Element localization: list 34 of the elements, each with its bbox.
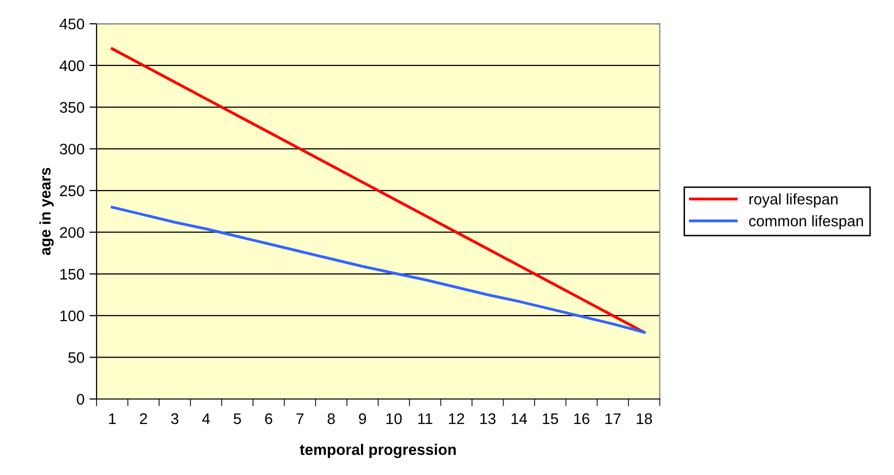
- x-tick-label: 17: [606, 413, 621, 424]
- x-tick-label: 3: [171, 413, 178, 424]
- x-tick-label: 9: [358, 413, 366, 424]
- x-tick-label: 13: [480, 413, 496, 424]
- x-tick-label: 8: [328, 413, 335, 424]
- x-tick-label: 18: [636, 413, 652, 424]
- x-tick-label: 12: [449, 413, 464, 424]
- x-tick-label: 15: [542, 413, 558, 424]
- x-tick-label: 6: [265, 413, 272, 424]
- y-tick-label: 0: [76, 394, 84, 405]
- y-tick-label: 300: [60, 144, 84, 155]
- y-tick-label: 100: [60, 310, 84, 322]
- x-tick-label: 1: [109, 413, 116, 424]
- legend-label: common lifespan: [749, 215, 863, 230]
- x-axis-title: temporal progression: [300, 444, 456, 458]
- x-tick-label: 5: [234, 413, 241, 424]
- line-series: [110, 47, 646, 334]
- line-series: [110, 206, 646, 334]
- y-tick-label: 450: [60, 18, 84, 30]
- y-tick-label: 50: [68, 352, 84, 363]
- x-tick-label: 16: [574, 413, 590, 424]
- y-tick-label: 150: [60, 268, 84, 280]
- x-tick-label: 10: [386, 413, 402, 424]
- x-tick-label: 7: [296, 413, 304, 424]
- y-axis-title: age in years: [39, 168, 54, 256]
- y-tick-label: 400: [60, 60, 84, 72]
- x-tick-label: 4: [202, 413, 210, 424]
- y-tick-label: 350: [60, 102, 84, 113]
- x-tick-label: 2: [140, 413, 147, 424]
- legend-label: royal lifespan: [749, 193, 838, 208]
- x-tick-label: 11: [418, 413, 432, 424]
- x-tick-label: 14: [512, 413, 528, 424]
- y-tick-label: 250: [60, 185, 84, 196]
- y-tick-label: 200: [60, 227, 84, 238]
